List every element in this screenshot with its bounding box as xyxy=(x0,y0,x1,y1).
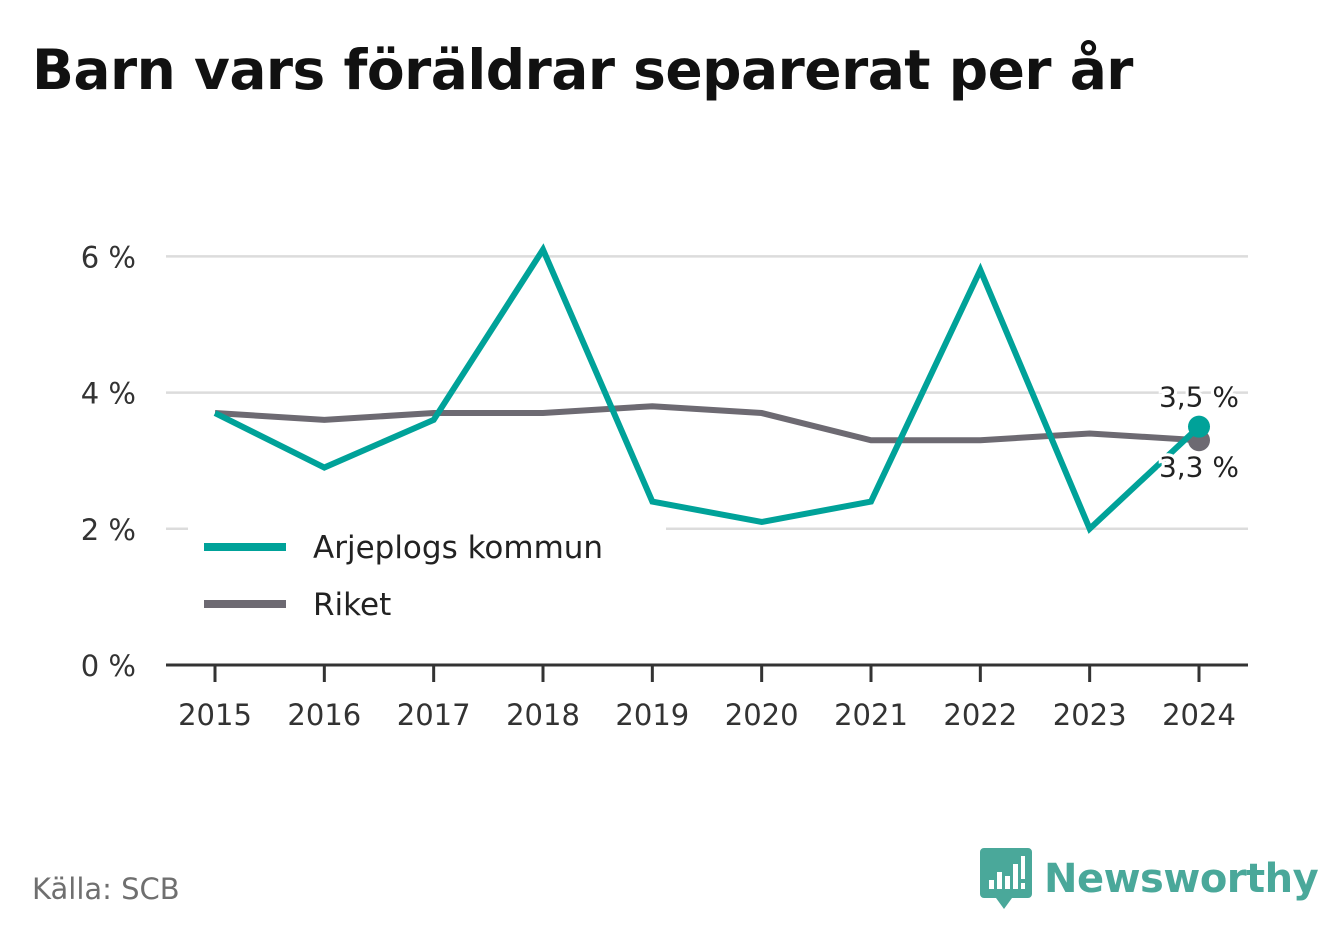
legend: Arjeplogs kommun Riket xyxy=(188,517,666,629)
series-lines xyxy=(213,243,1210,534)
x-tick-label: 2018 xyxy=(506,698,580,732)
x-axis: 2015 2016 2017 2018 2019 2020 2021 2022 2023 2024 xyxy=(166,663,1248,732)
series-line-arjeplog xyxy=(213,243,1202,534)
source-note: Källa: SCB xyxy=(32,872,180,906)
gridlines xyxy=(166,255,1248,531)
data-point xyxy=(1188,415,1210,438)
brand-name: Newsworthy xyxy=(1044,856,1319,902)
end-value-labels: 3,5 % 3,3 % xyxy=(1156,378,1242,487)
x-tick-label: 2020 xyxy=(725,698,799,732)
x-tick-label: 2022 xyxy=(943,698,1017,732)
y-tick-label: 4 % xyxy=(81,377,136,411)
y-tick-label: 0 % xyxy=(81,649,136,683)
x-tick-label: 2017 xyxy=(397,698,471,732)
x-tick-label: 2016 xyxy=(287,698,361,732)
x-tick-label: 2019 xyxy=(615,698,689,732)
y-tick-label: 6 % xyxy=(81,240,136,274)
legend-label: Riket xyxy=(313,587,391,623)
series-line-riket xyxy=(214,403,1200,444)
legend-label: Arjeplogs kommun xyxy=(313,530,603,566)
x-tick-label: 2023 xyxy=(1053,698,1127,732)
y-tick-label: 2 % xyxy=(81,513,136,547)
x-tick-label: 2015 xyxy=(178,698,252,732)
x-tick-label: 2021 xyxy=(834,698,908,732)
bar-chart-speech-bubble-icon xyxy=(980,848,1032,909)
y-axis-tick-labels: 0 % 2 % 4 % 6 % xyxy=(81,240,136,683)
chart-title: Barn vars föräldrar separerat per år xyxy=(32,38,1133,102)
end-label-riket: 3,3 % xyxy=(1159,450,1239,483)
end-label-arjeplog: 3,5 % xyxy=(1159,381,1239,414)
brand-logo: Newsworthy xyxy=(980,848,1319,910)
legend-background xyxy=(188,517,666,629)
x-tick-label: 2024 xyxy=(1162,698,1236,732)
